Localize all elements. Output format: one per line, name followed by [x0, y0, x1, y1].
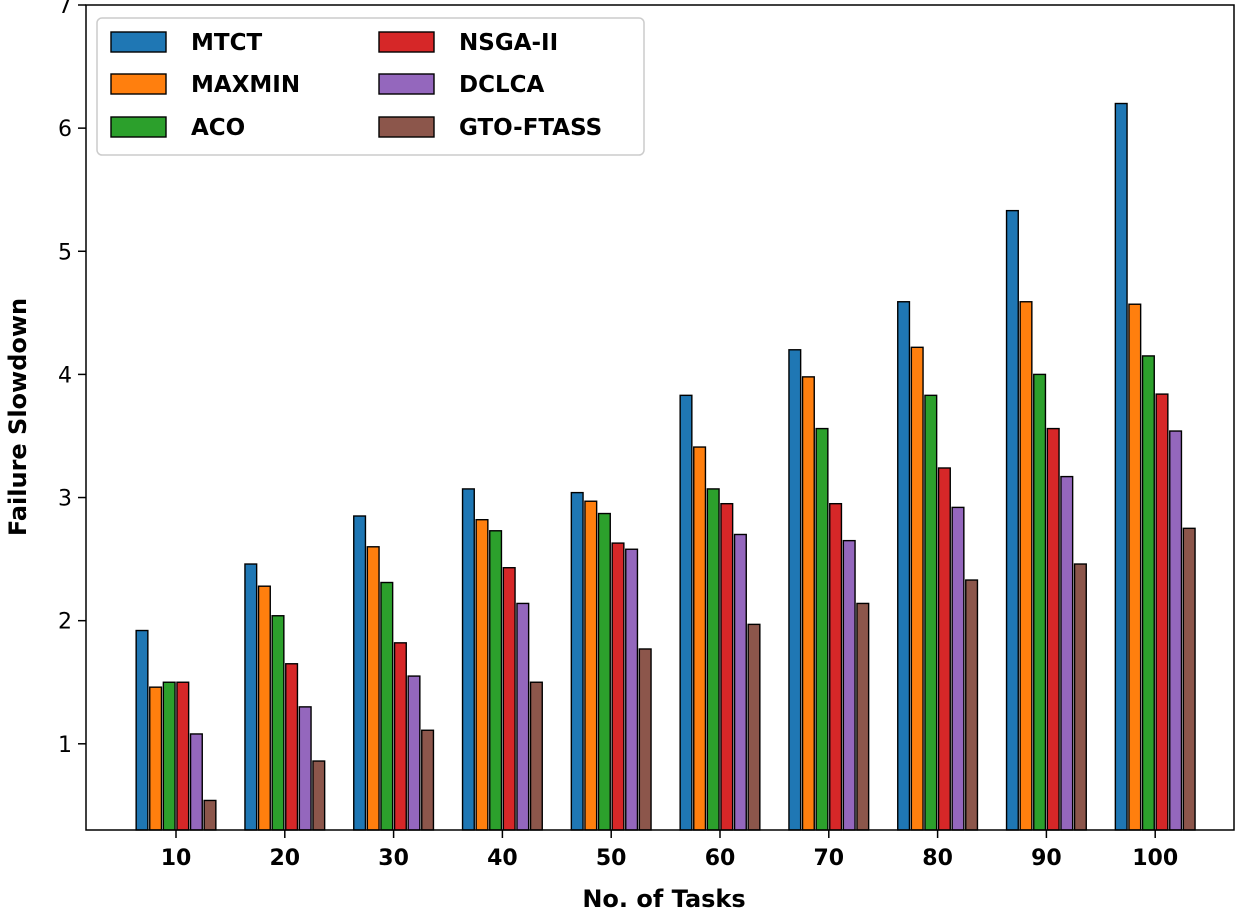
bar-dclca-90 [1060, 475, 1074, 831]
bar-nsga-ii-30 [393, 642, 407, 831]
bar-mtct-70 [788, 349, 802, 831]
x-tick-label: 100 [1132, 846, 1178, 871]
x-axis-label: No. of Tasks [582, 885, 745, 913]
bar-gto-ftass-10 [203, 799, 217, 831]
bar-aco-80 [924, 394, 938, 831]
bar-gto-ftass-20 [312, 760, 326, 831]
y-axis: 1 2 3 4 5 6 7 [58, 0, 86, 758]
bar-dclca-50 [625, 548, 639, 831]
bar-aco-50 [597, 512, 611, 831]
bar-maxmin-10 [149, 686, 163, 831]
legend-label-dclca: DCLCA [459, 72, 545, 98]
bar-gto-ftass-70 [856, 602, 870, 831]
y-axis-label: Failure Slowdown [4, 298, 32, 536]
bar-mtct-80 [897, 301, 911, 831]
legend-label-aco: ACO [191, 115, 245, 141]
legend-frame [96, 17, 645, 156]
bar-nsga-ii-50 [611, 542, 625, 831]
bar-maxmin-20 [257, 585, 271, 831]
y-tick-label: 6 [58, 117, 72, 142]
bar-gto-ftass-100 [1182, 527, 1196, 831]
bar-nsga-ii-90 [1046, 427, 1060, 831]
bar-nsga-ii-70 [829, 502, 843, 831]
bar-aco-30 [380, 581, 394, 831]
bar-aco-60 [706, 488, 720, 831]
bar-aco-100 [1141, 355, 1155, 831]
legend-swatch-mtct [110, 31, 167, 53]
bar-dclca-30 [407, 675, 421, 831]
bar-maxmin-90 [1019, 301, 1033, 831]
bar-maxmin-50 [584, 500, 598, 831]
bar-mtct-40 [461, 488, 475, 831]
x-tick-label: 70 [813, 846, 844, 871]
x-tick-label: 30 [378, 846, 409, 871]
legend-swatch-nsga-ii [378, 31, 435, 53]
y-tick-label: 2 [58, 610, 72, 635]
bar-maxmin-80 [910, 346, 924, 831]
legend: MTCT MAXMIN ACO NSGA-II DCLCA GTO-FTASS [96, 17, 645, 156]
bar-mtct-30 [353, 515, 367, 831]
bar-aco-20 [271, 615, 285, 831]
plot-frame [85, 4, 1235, 831]
legend-label-maxmin: MAXMIN [191, 72, 300, 98]
y-tick-label: 1 [58, 733, 72, 758]
bar-gto-ftass-50 [638, 648, 652, 831]
legend-swatch-aco [110, 116, 167, 138]
bar-maxmin-100 [1128, 303, 1142, 831]
bar-nsga-ii-100 [1155, 393, 1169, 831]
bar-maxmin-30 [366, 546, 380, 831]
x-tick-label: 90 [1031, 846, 1062, 871]
bar-nsga-ii-10 [176, 681, 190, 831]
x-tick-label: 10 [161, 846, 192, 871]
x-tick-label: 40 [487, 846, 518, 871]
bar-nsga-ii-60 [720, 502, 734, 831]
bar-aco-10 [162, 681, 176, 831]
bar-dclca-70 [842, 539, 856, 831]
x-axis: 10 20 30 40 50 60 70 80 90 100 [161, 830, 1178, 871]
bar-mtct-20 [244, 563, 258, 831]
bar-dclca-40 [516, 602, 530, 831]
legend-swatch-dclca [378, 73, 435, 95]
bar-dclca-20 [298, 706, 312, 831]
bar-mtct-60 [679, 394, 693, 831]
bar-mtct-90 [1005, 209, 1019, 831]
legend-swatch-maxmin [110, 73, 167, 95]
bar-aco-70 [815, 427, 829, 831]
bar-nsga-ii-40 [502, 567, 516, 831]
bar-dclca-100 [1169, 430, 1183, 831]
bar-maxmin-60 [693, 446, 707, 831]
y-tick-label: 4 [58, 363, 72, 388]
bar-dclca-80 [951, 506, 965, 831]
bar-maxmin-70 [801, 376, 815, 831]
bar-gto-ftass-60 [747, 623, 761, 831]
legend-label-gto-ftass: GTO-FTASS [459, 115, 602, 141]
x-tick-label: 60 [705, 846, 736, 871]
bar-aco-40 [489, 530, 503, 831]
bar-gto-ftass-90 [1073, 563, 1087, 831]
bar-nsga-ii-20 [285, 663, 299, 831]
bar-mtct-50 [570, 491, 584, 831]
bar-aco-90 [1033, 373, 1047, 831]
x-tick-label: 50 [596, 846, 627, 871]
y-tick-label: 5 [58, 240, 72, 265]
bar-gto-ftass-30 [421, 729, 435, 831]
legend-label-nsga-ii: NSGA-II [459, 30, 558, 56]
bar-dclca-10 [189, 733, 203, 831]
x-tick-label: 80 [922, 846, 953, 871]
bar-nsga-ii-80 [937, 467, 951, 831]
bar-mtct-100 [1114, 102, 1128, 831]
bar-gto-ftass-40 [529, 681, 543, 831]
x-tick-label: 20 [269, 846, 300, 871]
bar-dclca-60 [733, 533, 747, 831]
y-tick-label: 7 [58, 0, 72, 19]
bar-maxmin-40 [475, 519, 489, 831]
legend-swatch-gto-ftass [378, 116, 435, 138]
bar-mtct-10 [135, 629, 149, 831]
y-tick-label: 3 [58, 487, 72, 512]
legend-label-mtct: MTCT [191, 30, 262, 56]
bar-gto-ftass-80 [965, 579, 979, 831]
